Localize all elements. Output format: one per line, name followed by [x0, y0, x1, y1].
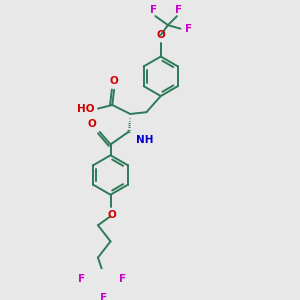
Text: F: F: [175, 5, 182, 15]
Text: O: O: [110, 76, 118, 86]
Text: F: F: [119, 274, 127, 284]
Text: F: F: [100, 293, 107, 300]
Text: F: F: [78, 274, 85, 284]
Text: O: O: [156, 30, 165, 40]
Text: O: O: [87, 119, 96, 129]
Text: HO: HO: [77, 103, 94, 114]
Text: F: F: [185, 24, 192, 34]
Text: NH: NH: [136, 135, 153, 145]
Text: O: O: [108, 210, 117, 220]
Text: F: F: [150, 5, 157, 15]
